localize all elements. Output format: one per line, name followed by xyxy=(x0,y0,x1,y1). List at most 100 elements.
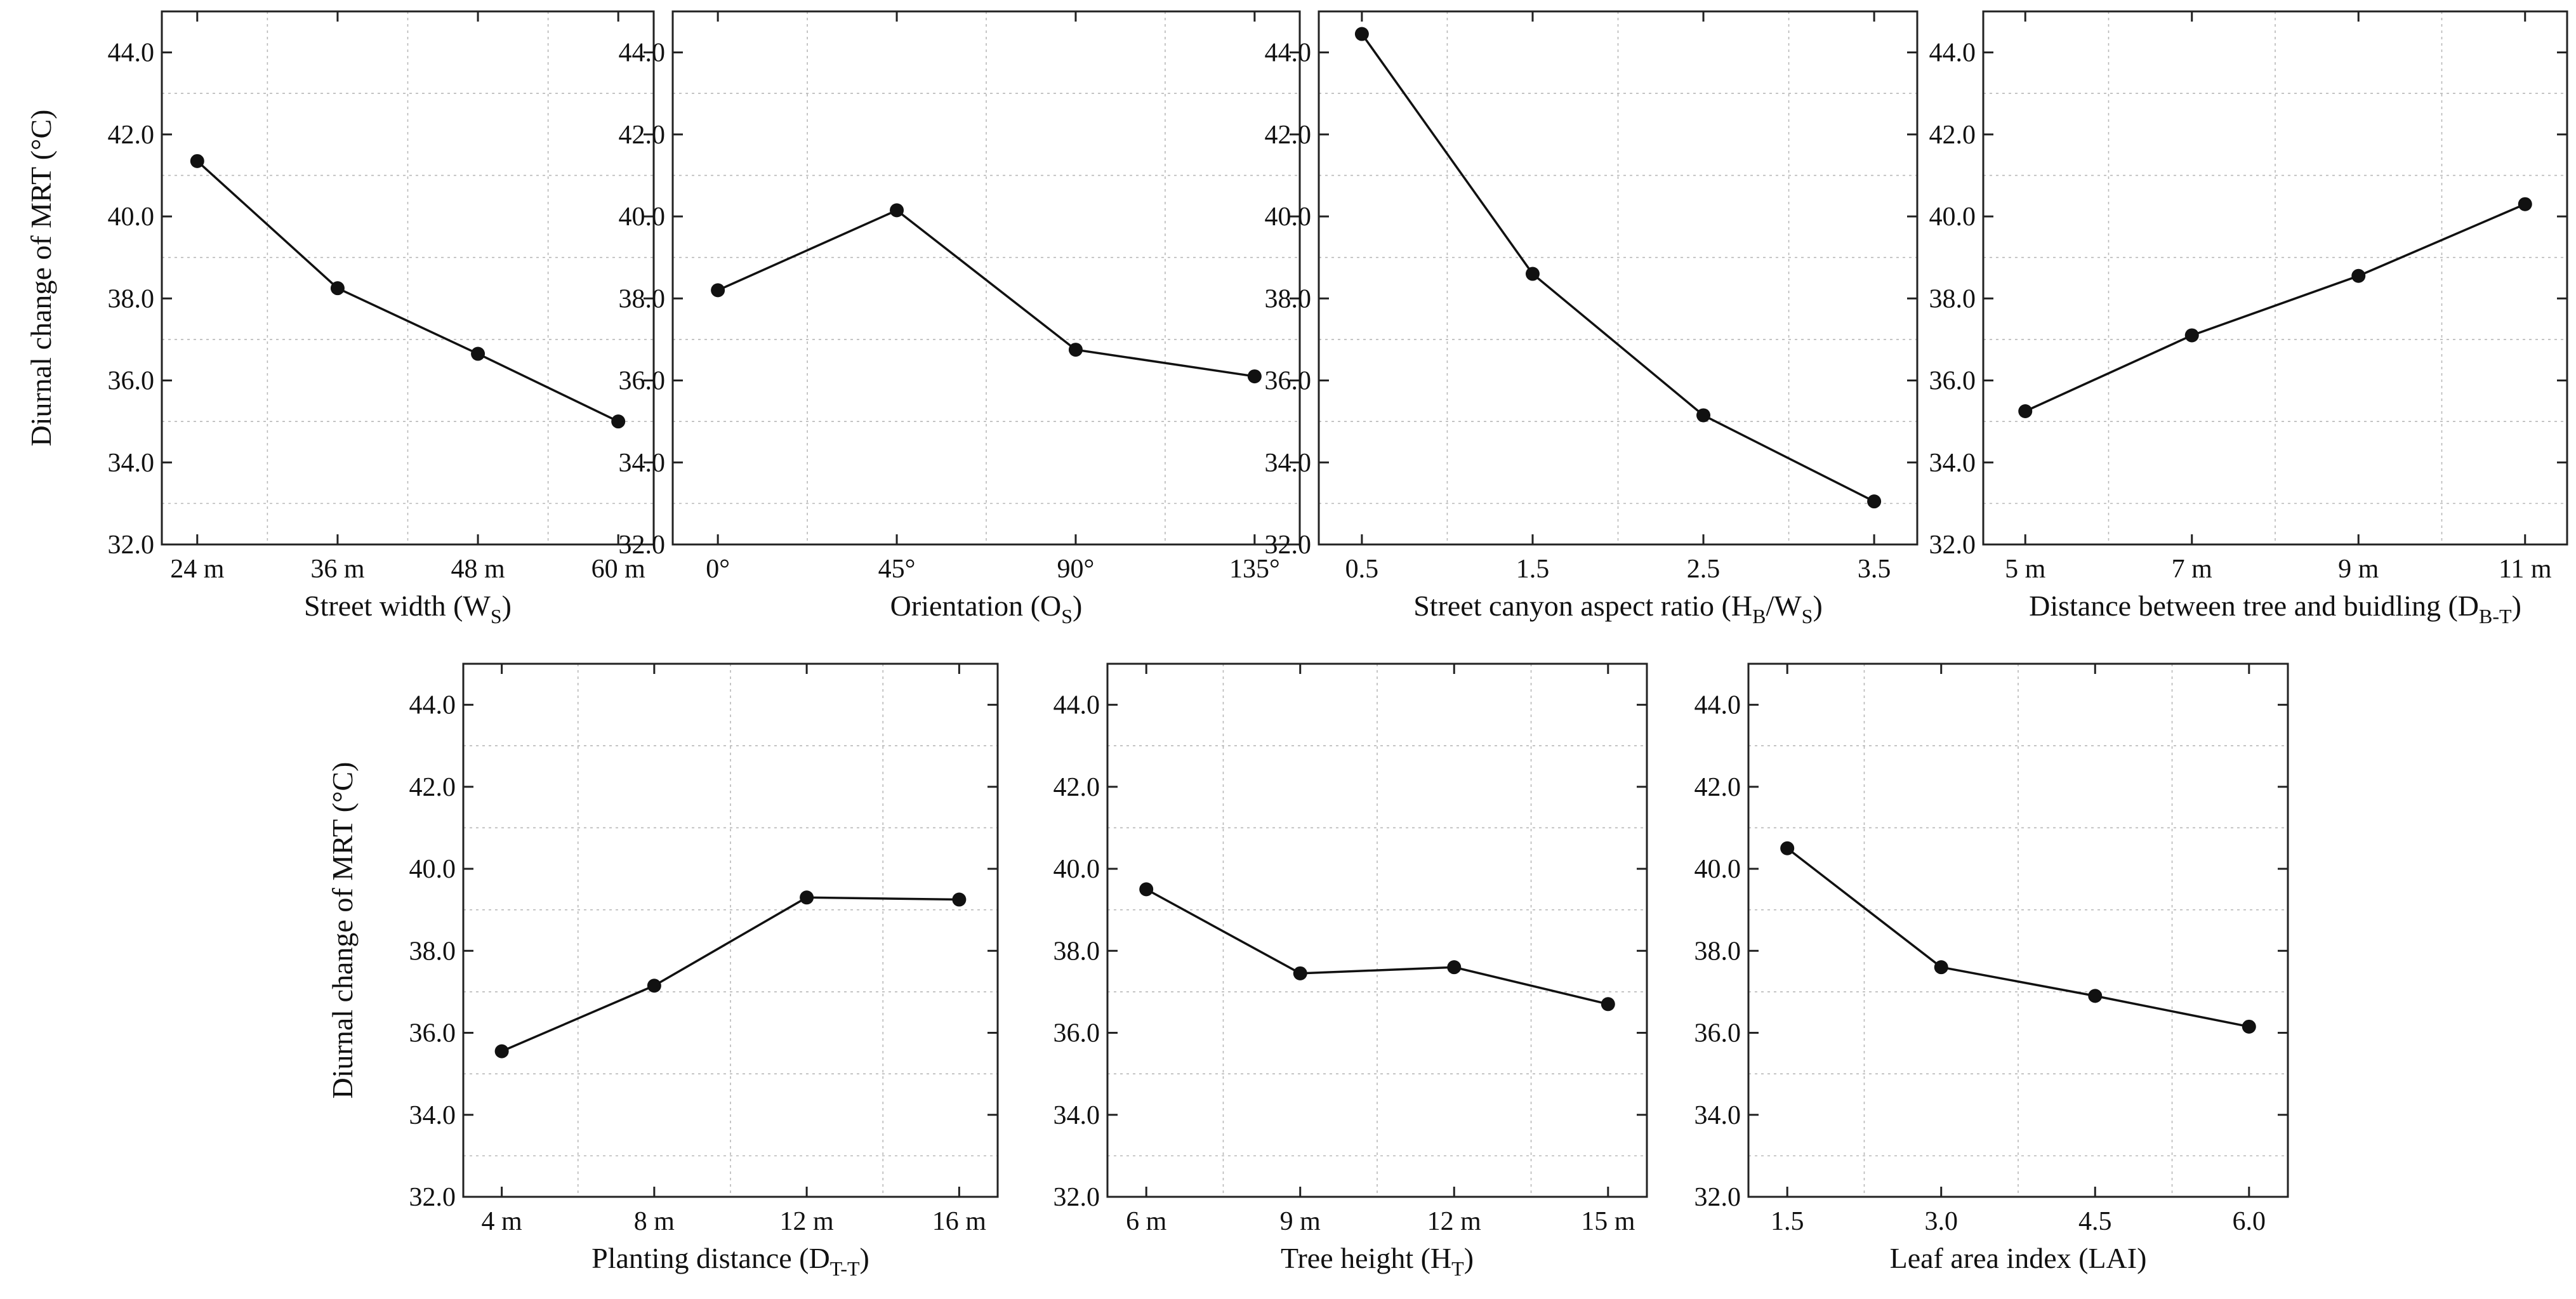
series-line xyxy=(1146,888,1609,1006)
y-tick-label: 34.0 xyxy=(108,449,155,478)
x-axis-title: Tree height (HT) xyxy=(1281,1242,1474,1280)
x-axis-title: Street canyon aspect ratio (HB/WS) xyxy=(1413,590,1823,628)
data-point xyxy=(1696,408,1711,423)
plot-frame xyxy=(161,10,655,546)
data-point xyxy=(2242,1019,2256,1034)
y-tick-label: 44.0 xyxy=(619,39,666,68)
x-tick-label: 0.5 xyxy=(1345,555,1379,584)
x-tick-label: 36 m xyxy=(310,555,365,584)
data-point xyxy=(611,414,626,429)
y-tick-label: 44.0 xyxy=(108,39,155,68)
y-tick-label: 42.0 xyxy=(619,121,666,150)
x-tick-label: 6 m xyxy=(1126,1207,1167,1236)
y-tick-label: 40.0 xyxy=(1265,202,1312,232)
data-point xyxy=(1447,960,1462,975)
y-tick-label: 32.0 xyxy=(108,531,155,560)
chart-panel-4: 32.0 34.0 36.0 38.0 40.0 42.0 44.0 5 m 7 m 9 m 11 … xyxy=(1929,10,2568,628)
data-point xyxy=(1354,27,1369,41)
y-tick-label: 38.0 xyxy=(1694,937,1741,966)
y-tick-label: 42.0 xyxy=(409,773,456,802)
y-tick-label: 42.0 xyxy=(1929,121,1976,150)
plot-frame xyxy=(1106,663,1648,1198)
x-tick-label: 0° xyxy=(706,555,730,584)
y-tick-label: 44.0 xyxy=(1054,691,1100,720)
data-point xyxy=(1247,369,1262,384)
x-axis-title: Planting distance (DT-T) xyxy=(591,1242,869,1280)
data-point xyxy=(2351,268,2366,283)
y-tick-label: 36.0 xyxy=(1694,1019,1741,1048)
y-tick-label: 44.0 xyxy=(1929,39,1976,68)
y-tick-label: 32.0 xyxy=(1929,531,1976,560)
y-tick-label: 44.0 xyxy=(409,691,456,720)
x-tick-label: 2.5 xyxy=(1687,555,1721,584)
x-tick-label: 9 m xyxy=(2338,555,2379,584)
plot-frame xyxy=(1318,10,1919,546)
data-point xyxy=(2184,328,2199,343)
y-tick-label: 38.0 xyxy=(1054,937,1100,966)
chart-panel-3: 32.0 34.0 36.0 38.0 40.0 42.0 44.0 0.5 1.5 2.5 3.5… xyxy=(1265,10,1919,628)
chart-panel-1: 32.0 34.0 36.0 38.0 40.0 42.0 44.0 24 m 36 m 48 m… xyxy=(25,10,655,628)
x-tick-label: 1.5 xyxy=(1516,555,1550,584)
y-tick-label: 38.0 xyxy=(1929,284,1976,313)
data-point xyxy=(1867,494,1882,509)
y-tick-label: 42.0 xyxy=(1265,121,1312,150)
data-point xyxy=(2018,404,2033,418)
data-point xyxy=(494,1044,509,1058)
y-tick-label: 40.0 xyxy=(1929,202,1976,232)
y-axis-title: Diurnal change of MRT (°C) xyxy=(25,110,57,447)
x-axis-title: Orientation (OS) xyxy=(890,590,1083,628)
data-point xyxy=(1780,841,1795,855)
y-tick-label: 40.0 xyxy=(108,202,155,232)
series-line xyxy=(196,160,619,423)
chart-panel-7: 32.0 34.0 36.0 38.0 40.0 42.0 44.0 1.5 3.0 4.5 6.0… xyxy=(1694,663,2289,1274)
plot-frame xyxy=(1747,663,2289,1198)
y-tick-label: 34.0 xyxy=(1054,1101,1100,1130)
y-tick-label: 32.0 xyxy=(1054,1183,1100,1212)
x-tick-label: 8 m xyxy=(634,1207,675,1236)
data-point xyxy=(800,890,814,905)
series-line xyxy=(1787,847,2250,1028)
x-tick-label: 15 m xyxy=(1581,1207,1635,1236)
x-tick-label: 48 m xyxy=(451,555,505,584)
y-tick-label: 42.0 xyxy=(1694,773,1741,802)
y-tick-label: 42.0 xyxy=(1054,773,1100,802)
y-tick-label: 32.0 xyxy=(619,531,666,560)
x-tick-label: 60 m xyxy=(591,555,646,584)
x-tick-label: 1.5 xyxy=(1771,1207,1804,1236)
data-point xyxy=(1525,267,1540,281)
y-tick-label: 44.0 xyxy=(1265,39,1312,68)
data-point xyxy=(2518,197,2532,211)
y-tick-label: 32.0 xyxy=(409,1183,456,1212)
series-line xyxy=(717,209,1255,378)
x-tick-label: 135° xyxy=(1229,555,1280,584)
y-tick-label: 38.0 xyxy=(619,284,666,313)
plot-frame xyxy=(462,663,999,1198)
series-line xyxy=(2024,203,2526,412)
x-tick-label: 4.5 xyxy=(2078,1207,2112,1236)
x-tick-label: 5 m xyxy=(2005,555,2046,584)
y-tick-label: 36.0 xyxy=(1265,367,1312,396)
y-tick-label: 38.0 xyxy=(108,284,155,313)
y-tick-label: 44.0 xyxy=(1694,691,1741,720)
y-tick-label: 36.0 xyxy=(1929,367,1976,396)
x-tick-label: 12 m xyxy=(1427,1207,1482,1236)
x-tick-label: 9 m xyxy=(1280,1207,1321,1236)
x-axis-title: Leaf area index (LAI) xyxy=(1890,1242,2147,1274)
data-point xyxy=(190,154,204,168)
x-axis-title: Distance between tree and buidling (DB-T… xyxy=(2029,590,2521,628)
x-tick-label: 24 m xyxy=(170,555,225,584)
x-tick-label: 90° xyxy=(1057,555,1095,584)
x-tick-label: 7 m xyxy=(2172,555,2213,584)
y-tick-label: 34.0 xyxy=(409,1101,456,1130)
y-tick-label: 40.0 xyxy=(619,202,666,232)
y-tick-label: 34.0 xyxy=(1694,1101,1741,1130)
data-point xyxy=(1601,997,1615,1012)
y-tick-label: 34.0 xyxy=(619,449,666,478)
x-tick-label: 6.0 xyxy=(2233,1207,2266,1236)
x-tick-label: 3.0 xyxy=(1924,1207,1958,1236)
data-point xyxy=(711,283,725,298)
chart-panel-6: 32.0 34.0 36.0 38.0 40.0 42.0 44.0 6 m 9 m 12 m 15… xyxy=(1054,663,1648,1280)
y-tick-label: 40.0 xyxy=(1054,855,1100,884)
chart-panel-5: 32.0 34.0 36.0 38.0 40.0 42.0 44.0 4 m 8 m 12 m 16… xyxy=(326,663,999,1280)
x-tick-label: 11 m xyxy=(2499,555,2552,584)
